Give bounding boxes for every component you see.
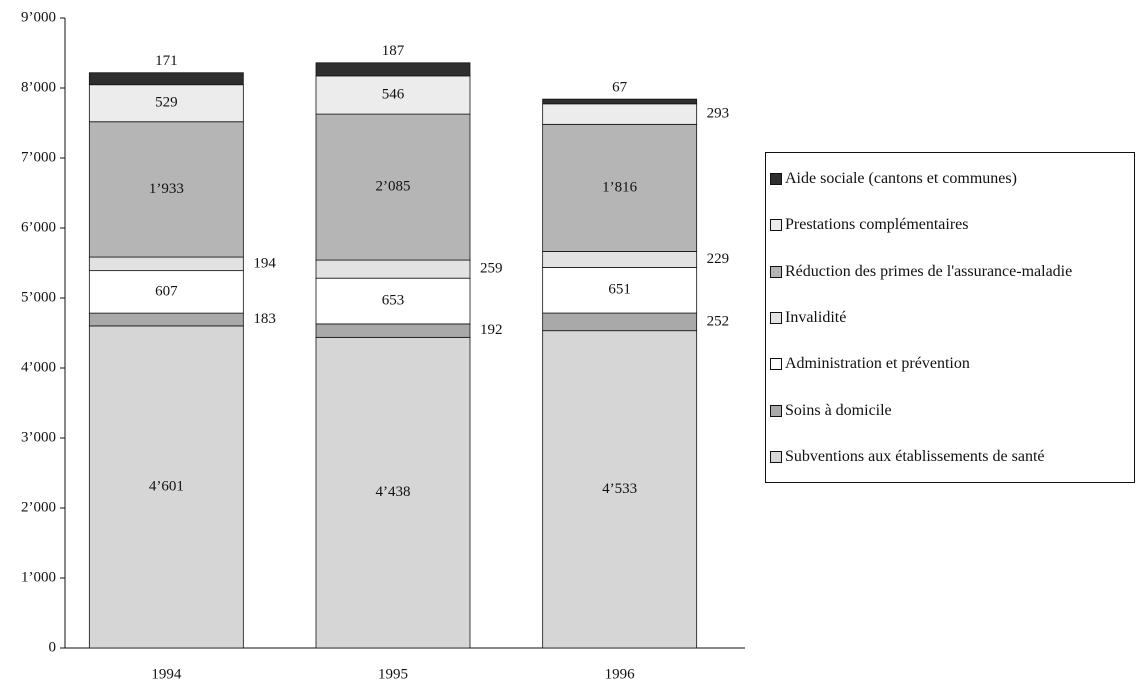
legend-item: Soins à domicile <box>770 401 1130 420</box>
x-tick-label: 1996 <box>605 666 636 682</box>
value-label: 67 <box>612 80 628 96</box>
value-label: 546 <box>382 86 405 102</box>
bar-segment <box>88 121 244 258</box>
bar-segment <box>542 98 698 105</box>
x-tick-label: 1994 <box>151 666 182 682</box>
bar-segment <box>542 330 698 649</box>
value-label: 607 <box>155 283 178 299</box>
y-tick-label: 9’000 <box>21 9 56 25</box>
bar-segment <box>88 325 244 649</box>
y-tick-label: 4’000 <box>21 359 56 375</box>
bar-segment <box>315 75 471 115</box>
bar-segment <box>88 72 244 86</box>
bar-segment <box>88 256 244 272</box>
bar-segment <box>542 312 698 332</box>
legend-swatch <box>770 451 782 464</box>
legend-label: Administration et prévention <box>785 355 970 373</box>
y-tick-label: 7’000 <box>21 149 56 165</box>
value-label: 293 <box>707 106 730 122</box>
bar-segment <box>542 103 698 125</box>
y-tick-label: 8’000 <box>21 79 56 95</box>
bar-segment <box>315 62 471 77</box>
value-label: 529 <box>155 95 178 111</box>
bar-segment <box>88 270 244 314</box>
bar-segment <box>315 277 471 325</box>
value-label: 4’601 <box>149 478 184 494</box>
value-label: 194 <box>253 255 276 271</box>
value-label: 252 <box>707 313 730 329</box>
value-label: 171 <box>155 53 178 69</box>
legend-label: Aide sociale (cantons et communes) <box>785 169 1017 187</box>
bar-segment <box>88 312 244 327</box>
y-tick-label: 0 <box>49 639 57 655</box>
legend-swatch <box>770 311 782 324</box>
value-label: 192 <box>480 322 503 338</box>
y-tick-label: 1’000 <box>21 569 56 585</box>
value-label: 183 <box>253 311 275 327</box>
y-tick-label: 3’000 <box>21 429 56 445</box>
legend-label: Prestations complémentaires <box>785 216 969 234</box>
value-label: 259 <box>480 261 503 277</box>
bar-segment <box>542 267 698 314</box>
legend-item: Subventions aux établissements de santé <box>770 447 1130 466</box>
legend-swatch <box>770 172 782 185</box>
legend-item: Aide sociale (cantons et communes) <box>770 169 1130 188</box>
bar-segment <box>315 336 471 649</box>
bar-segment <box>542 251 698 268</box>
x-tick-label: 1995 <box>378 666 408 682</box>
bar-segment <box>542 123 698 252</box>
value-label: 653 <box>382 292 405 308</box>
legend-label: Réduction des primes de l'assurance-mala… <box>785 262 1073 280</box>
legend-swatch <box>770 404 782 417</box>
y-tick-label: 6’000 <box>21 219 56 235</box>
value-label: 1’816 <box>602 179 637 195</box>
legend-item: Invalidité <box>770 308 1130 327</box>
legend-swatch <box>770 358 782 371</box>
y-tick-label: 2’000 <box>21 499 56 515</box>
bar-segment <box>315 259 471 279</box>
value-label: 187 <box>382 43 405 59</box>
legend-label: Soins à domicile <box>785 401 892 419</box>
value-label: 4’438 <box>376 484 411 500</box>
bar-segment <box>315 323 471 338</box>
value-label: 229 <box>707 251 730 267</box>
legend-label: Subventions aux établissements de santé <box>785 448 1045 466</box>
bar-segment <box>315 113 471 261</box>
legend-label: Invalidité <box>785 308 847 326</box>
value-label: 651 <box>608 282 631 298</box>
legend-swatch <box>770 265 782 278</box>
value-label: 2’085 <box>376 179 411 195</box>
legend-item: Réduction des primes de l'assurance-mala… <box>770 262 1130 281</box>
legend-item: Prestations complémentaires <box>770 215 1130 234</box>
value-label: 4’533 <box>602 481 637 497</box>
y-tick-label: 5’000 <box>21 289 56 305</box>
legend-item: Administration et prévention <box>770 354 1130 373</box>
legend: Aide sociale (cantons et communes) Presta… <box>765 152 1135 483</box>
value-label: 1’933 <box>149 181 184 197</box>
legend-swatch <box>770 219 782 232</box>
